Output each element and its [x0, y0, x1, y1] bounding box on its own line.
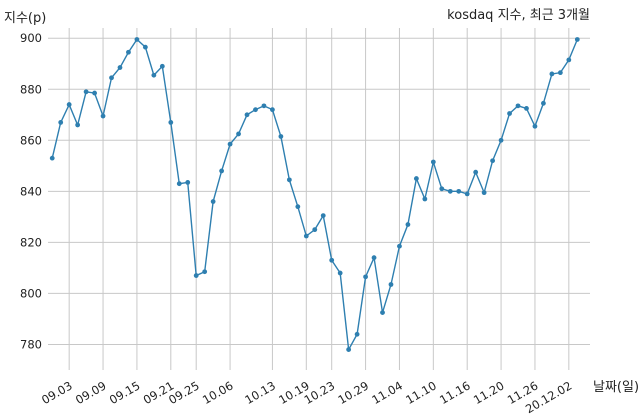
data-point: [193, 273, 199, 278]
y-tick-label: 880: [20, 82, 42, 96]
data-point: [83, 89, 89, 95]
data-point: [346, 347, 352, 352]
data-point: [397, 243, 402, 249]
data-point: [312, 227, 318, 233]
data-point: [278, 134, 284, 139]
y-axis-label: 지수(p): [4, 11, 46, 26]
data-point: [498, 137, 504, 143]
grid: [48, 28, 590, 370]
data-point: [456, 188, 462, 194]
data-point: [388, 282, 394, 287]
x-tick-label: 11.10: [403, 378, 439, 407]
data-point: [168, 120, 174, 125]
data-point: [126, 49, 131, 55]
data-point: [532, 123, 538, 129]
data-point: [557, 70, 563, 76]
data-point: [151, 72, 157, 78]
data-point: [507, 111, 512, 116]
data-point: [473, 169, 479, 175]
data-point: [134, 37, 140, 42]
data-point: [261, 103, 267, 109]
data-point: [227, 141, 233, 147]
data-point: [210, 199, 216, 204]
data-point: [574, 37, 580, 42]
data-point: [109, 75, 114, 81]
data-point: [380, 310, 385, 315]
y-tick-label: 820: [20, 235, 42, 249]
data-point: [244, 112, 250, 118]
data-point: [92, 90, 97, 96]
data-point: [405, 222, 411, 227]
data-point: [363, 274, 368, 280]
data-point: [481, 190, 487, 196]
x-tick-label: 10.29: [336, 378, 372, 407]
data-point: [270, 107, 275, 113]
data-point: [236, 131, 241, 137]
data-point: [439, 186, 445, 192]
series-line: [51, 38, 578, 352]
x-axis-label: 날짜(일): [593, 380, 639, 395]
data-point: [422, 196, 428, 202]
x-tick-label: 09.03: [39, 378, 75, 407]
data-point: [371, 255, 377, 261]
data-point: [329, 257, 335, 263]
data-point: [66, 102, 72, 107]
data-point: [58, 120, 64, 125]
y-tick-label: 800: [20, 286, 42, 300]
data-point: [185, 180, 191, 185]
data-point: [75, 122, 81, 128]
y-tick-label: 840: [20, 184, 42, 198]
data-point: [320, 213, 326, 218]
data-point: [176, 181, 182, 187]
x-tick-label: 10.06: [200, 378, 236, 407]
data-point: [541, 100, 546, 106]
x-tick-label: 11.04: [369, 378, 405, 407]
data-point: [286, 177, 292, 183]
data-point: [100, 113, 106, 119]
y-tick-label: 780: [20, 337, 42, 351]
data-point: [253, 107, 258, 113]
x-tick-label: 09.09: [73, 378, 109, 407]
data-point: [202, 269, 208, 275]
series-markers: [49, 37, 580, 352]
y-axis-ticks: 780 800 820 840 860 880 900: [20, 31, 42, 351]
data-point: [142, 44, 148, 50]
data-point: [159, 63, 165, 69]
data-point: [515, 103, 521, 109]
data-point: [49, 155, 55, 161]
x-tick-label: 09.15: [107, 378, 143, 407]
data-point: [524, 106, 529, 111]
y-tick-label: 900: [20, 31, 42, 45]
data-point: [490, 158, 496, 164]
data-point: [549, 71, 555, 77]
data-point: [430, 159, 436, 165]
y-tick-label: 860: [20, 133, 42, 147]
data-point: [219, 168, 225, 174]
chart-title: kosdaq 지수, 최근 3개월: [447, 8, 590, 23]
data-point: [337, 270, 343, 276]
data-point: [295, 204, 301, 210]
data-point: [117, 65, 123, 70]
data-point: [303, 233, 309, 239]
data-point: [413, 176, 419, 181]
x-tick-label: 10.13: [242, 378, 278, 407]
data-point: [464, 191, 470, 197]
x-tick-label: 11.16: [437, 378, 473, 407]
data-point: [354, 331, 360, 337]
data-point: [447, 188, 453, 194]
data-point: [566, 57, 572, 63]
x-tick-label: 11.20: [471, 378, 507, 407]
